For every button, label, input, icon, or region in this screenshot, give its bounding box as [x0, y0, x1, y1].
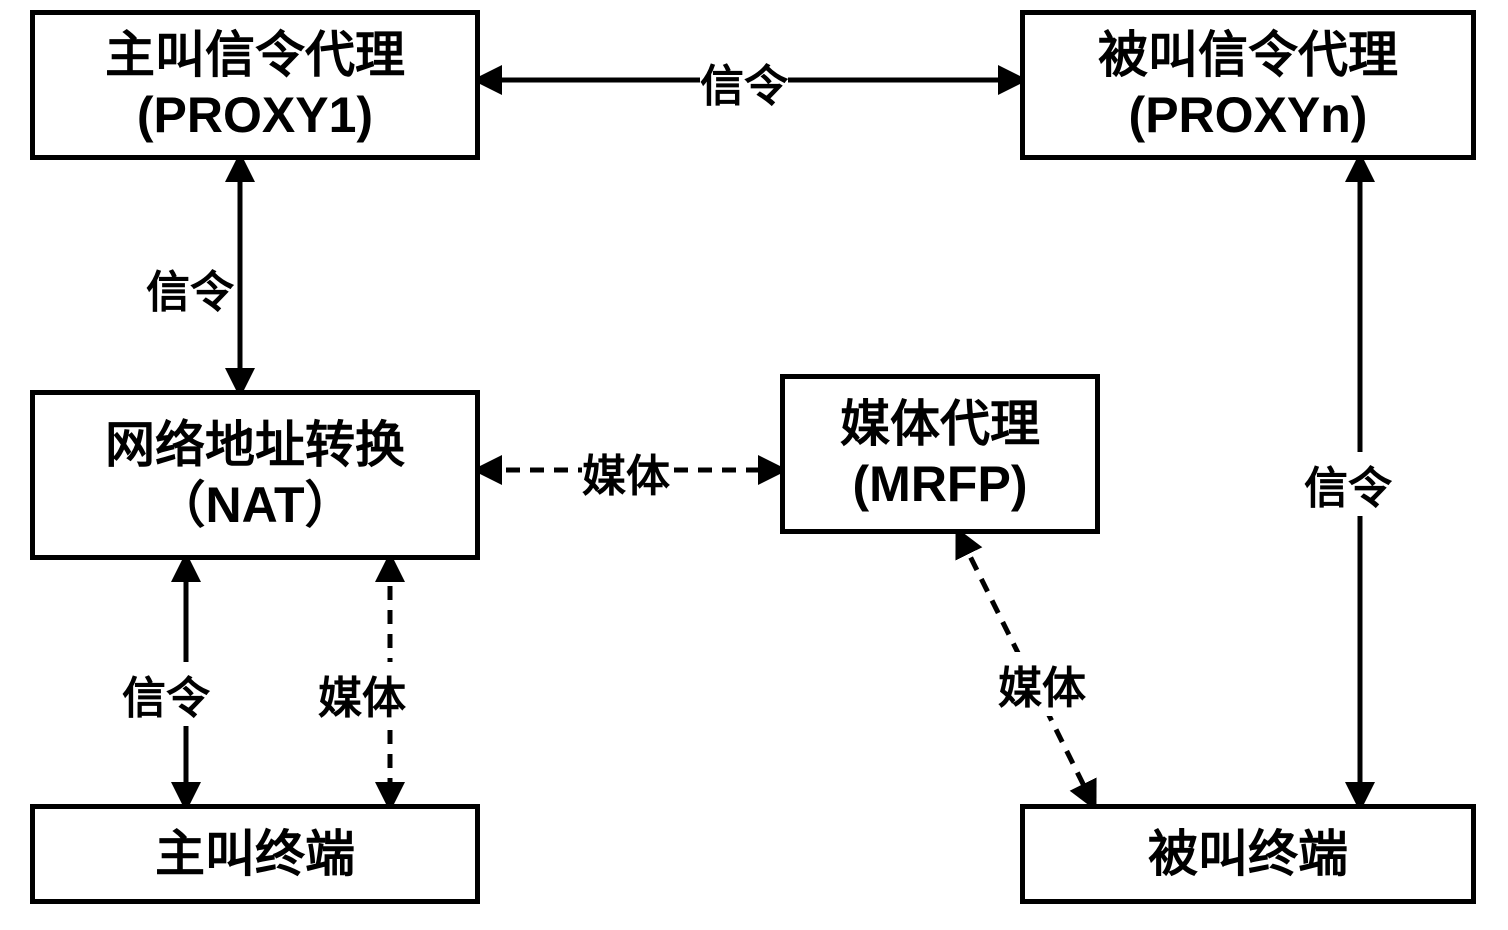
- node-nat: 网络地址转换 （NAT）: [30, 390, 480, 560]
- node-callee: 被叫终端: [1020, 804, 1476, 904]
- node-proxyn-line1: 被叫信令代理: [1098, 25, 1398, 85]
- node-proxyn: 被叫信令代理 (PROXYn): [1020, 10, 1476, 160]
- node-proxy1-line2: (PROXY1): [137, 85, 373, 145]
- edge-label-nat-mrfp: 媒体: [582, 440, 670, 504]
- node-mrfp: 媒体代理 (MRFP): [780, 374, 1100, 534]
- node-nat-line1: 网络地址转换: [105, 415, 405, 475]
- node-nat-line2: （NAT）: [155, 475, 354, 535]
- node-mrfp-line1: 媒体代理: [840, 394, 1040, 454]
- edge-label-nat-caller-signal: 信令: [122, 662, 210, 726]
- node-proxy1: 主叫信令代理 (PROXY1): [30, 10, 480, 160]
- node-callee-line1: 被叫终端: [1148, 824, 1348, 884]
- edge-label-proxyn-callee: 信令: [1304, 452, 1392, 516]
- edge-label-proxy1-nat: 信令: [146, 256, 234, 320]
- edge-label-proxy1-proxyn: 信令: [700, 50, 788, 114]
- edge-label-nat-caller-media: 媒体: [318, 662, 406, 726]
- node-caller-line1: 主叫终端: [155, 824, 355, 884]
- node-caller: 主叫终端: [30, 804, 480, 904]
- node-proxy1-line1: 主叫信令代理: [105, 25, 405, 85]
- node-mrfp-line2: (MRFP): [853, 454, 1028, 514]
- node-proxyn-line2: (PROXYn): [1129, 85, 1368, 145]
- edge-label-mrfp-callee: 媒体: [998, 652, 1086, 716]
